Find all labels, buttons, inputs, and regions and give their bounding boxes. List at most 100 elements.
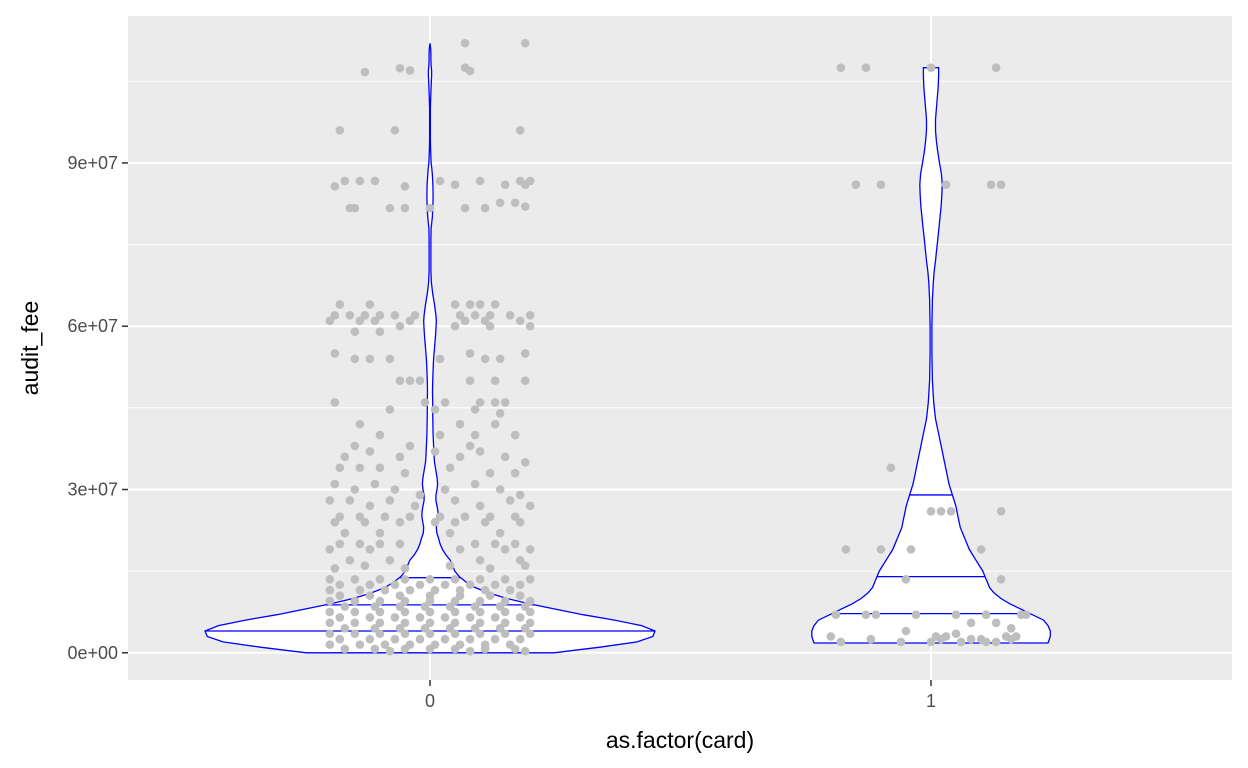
data-point (395, 452, 405, 462)
data-point (480, 517, 490, 527)
data-point (475, 447, 485, 456)
violin-1 (811, 67, 1051, 644)
data-point (345, 555, 355, 565)
data-point (400, 644, 410, 654)
data-point (520, 202, 530, 211)
data-point (450, 596, 460, 606)
data-point (465, 349, 475, 358)
data-point (475, 555, 485, 565)
data-point (470, 311, 480, 320)
data-point (861, 63, 871, 73)
data-point (335, 539, 345, 549)
data-point (330, 311, 340, 320)
data-point (350, 485, 360, 494)
data-point (395, 623, 405, 633)
jitter-points (325, 38, 1031, 656)
data-point (450, 629, 460, 639)
data-point (365, 354, 375, 364)
data-point (425, 629, 435, 639)
data-point (335, 125, 345, 135)
data-point (871, 610, 881, 619)
data-point (425, 203, 435, 213)
data-point (400, 182, 410, 191)
data-point (485, 468, 495, 478)
data-point (500, 180, 510, 190)
data-point (490, 398, 500, 407)
data-point (876, 180, 886, 190)
data-point (375, 607, 385, 617)
data-point (325, 585, 335, 595)
data-point (525, 618, 535, 628)
data-point (435, 354, 445, 364)
data-point (450, 180, 460, 190)
data-point (485, 564, 495, 573)
data-point (405, 66, 415, 75)
data-point (450, 321, 460, 331)
data-point (485, 591, 495, 600)
x-axis-title: as.factor(card) (606, 727, 754, 753)
data-point (490, 634, 500, 644)
data-point (350, 354, 360, 364)
data-point (335, 634, 345, 644)
data-point (946, 506, 956, 516)
data-point (360, 517, 370, 527)
data-point (405, 512, 415, 522)
data-point (991, 618, 1001, 628)
data-point (465, 613, 475, 622)
data-point (375, 311, 385, 320)
data-point (350, 607, 360, 617)
data-point (420, 398, 430, 407)
data-point (400, 596, 410, 606)
data-point (475, 596, 485, 606)
data-point (470, 430, 480, 440)
data-point (475, 607, 485, 617)
data-point (520, 646, 530, 656)
data-point (380, 640, 390, 649)
data-point (455, 311, 465, 320)
data-point (375, 463, 385, 473)
data-point (445, 463, 455, 473)
data-point (495, 198, 505, 207)
data-point (515, 634, 525, 644)
data-point (510, 468, 520, 478)
data-point (445, 623, 455, 633)
data-point (370, 176, 380, 186)
data-point (505, 585, 515, 595)
data-point (355, 640, 365, 649)
data-point (455, 545, 465, 554)
data-point (520, 457, 530, 467)
data-point (906, 545, 916, 554)
data-point (500, 607, 510, 617)
data-point (460, 512, 470, 522)
data-point (936, 634, 946, 644)
data-point (365, 634, 375, 644)
data-point (520, 602, 530, 611)
data-point (450, 607, 460, 617)
data-point (365, 300, 375, 309)
data-point (325, 316, 335, 326)
data-point (936, 506, 946, 516)
data-point (430, 517, 440, 527)
data-point (340, 176, 350, 186)
data-point (415, 634, 425, 644)
data-point (330, 349, 340, 358)
data-point (350, 441, 360, 451)
data-point (991, 637, 1001, 647)
data-point (525, 575, 535, 584)
data-point (390, 485, 400, 494)
data-point (445, 602, 455, 611)
data-point (390, 613, 400, 622)
data-point (375, 596, 385, 606)
data-point (470, 405, 480, 414)
data-point (520, 623, 530, 633)
data-point (365, 501, 375, 511)
data-point (515, 490, 525, 500)
data-point (395, 539, 405, 549)
data-point (325, 596, 335, 606)
data-point (465, 441, 475, 451)
data-point (425, 644, 435, 654)
violin-0 (204, 43, 656, 654)
data-point (475, 618, 485, 628)
data-point (480, 203, 490, 213)
data-point (400, 618, 410, 628)
